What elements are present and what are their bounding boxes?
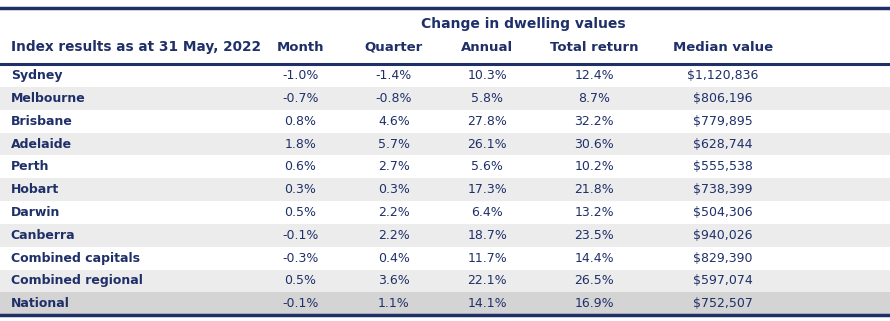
Text: -1.0%: -1.0% bbox=[282, 69, 319, 82]
Text: $940,026: $940,026 bbox=[693, 229, 753, 242]
Text: Median value: Median value bbox=[673, 41, 773, 54]
Text: 22.1%: 22.1% bbox=[467, 274, 507, 288]
Text: 3.6%: 3.6% bbox=[378, 274, 409, 288]
Text: Change in dwelling values: Change in dwelling values bbox=[421, 17, 625, 31]
Text: Canberra: Canberra bbox=[11, 229, 76, 242]
Text: 16.9%: 16.9% bbox=[574, 297, 614, 310]
Text: 21.8%: 21.8% bbox=[574, 183, 614, 196]
Bar bbox=[0, 292, 890, 315]
Text: -0.1%: -0.1% bbox=[282, 297, 319, 310]
Bar bbox=[0, 133, 890, 155]
Text: 26.5%: 26.5% bbox=[574, 274, 614, 288]
Text: 27.8%: 27.8% bbox=[467, 115, 507, 128]
Text: 0.5%: 0.5% bbox=[285, 206, 316, 219]
Text: 2.2%: 2.2% bbox=[378, 229, 409, 242]
Bar bbox=[0, 178, 890, 201]
Text: $829,390: $829,390 bbox=[693, 252, 753, 265]
Text: 0.6%: 0.6% bbox=[285, 160, 316, 173]
Text: Sydney: Sydney bbox=[11, 69, 62, 82]
Text: 12.4%: 12.4% bbox=[574, 69, 614, 82]
Bar bbox=[0, 270, 890, 292]
Text: $1,120,836: $1,120,836 bbox=[687, 69, 759, 82]
Text: Total return: Total return bbox=[550, 41, 638, 54]
Bar bbox=[0, 155, 890, 178]
Text: $504,306: $504,306 bbox=[693, 206, 753, 219]
Bar bbox=[0, 224, 890, 247]
Text: -0.8%: -0.8% bbox=[376, 92, 412, 105]
Bar bbox=[0, 8, 890, 64]
Text: 26.1%: 26.1% bbox=[467, 138, 507, 151]
Text: 18.7%: 18.7% bbox=[467, 229, 507, 242]
Text: 8.7%: 8.7% bbox=[578, 92, 610, 105]
Text: 10.2%: 10.2% bbox=[574, 160, 614, 173]
Text: Index results as at 31 May, 2022: Index results as at 31 May, 2022 bbox=[11, 40, 261, 54]
Text: 5.7%: 5.7% bbox=[378, 138, 409, 151]
Text: Adelaide: Adelaide bbox=[11, 138, 72, 151]
Text: -0.1%: -0.1% bbox=[282, 229, 319, 242]
Text: 32.2%: 32.2% bbox=[574, 115, 614, 128]
Text: 6.4%: 6.4% bbox=[472, 206, 503, 219]
Text: 5.8%: 5.8% bbox=[472, 92, 503, 105]
Bar bbox=[0, 247, 890, 270]
Text: 0.4%: 0.4% bbox=[378, 252, 409, 265]
Text: Combined capitals: Combined capitals bbox=[11, 252, 140, 265]
Text: $628,744: $628,744 bbox=[693, 138, 753, 151]
Text: 5.6%: 5.6% bbox=[472, 160, 503, 173]
Text: 30.6%: 30.6% bbox=[574, 138, 614, 151]
Text: 14.1%: 14.1% bbox=[467, 297, 507, 310]
Text: Combined regional: Combined regional bbox=[11, 274, 142, 288]
Text: 11.7%: 11.7% bbox=[467, 252, 507, 265]
Text: 17.3%: 17.3% bbox=[467, 183, 507, 196]
Text: -0.7%: -0.7% bbox=[282, 92, 319, 105]
Text: 1.8%: 1.8% bbox=[285, 138, 316, 151]
Text: 13.2%: 13.2% bbox=[574, 206, 614, 219]
Text: 14.4%: 14.4% bbox=[574, 252, 614, 265]
Text: $597,074: $597,074 bbox=[693, 274, 753, 288]
Text: 0.5%: 0.5% bbox=[285, 274, 316, 288]
Text: Melbourne: Melbourne bbox=[11, 92, 85, 105]
Text: $555,538: $555,538 bbox=[693, 160, 753, 173]
Text: 0.3%: 0.3% bbox=[285, 183, 316, 196]
Text: $738,399: $738,399 bbox=[693, 183, 753, 196]
Text: Quarter: Quarter bbox=[365, 41, 423, 54]
Text: 23.5%: 23.5% bbox=[574, 229, 614, 242]
Text: 2.2%: 2.2% bbox=[378, 206, 409, 219]
Bar bbox=[0, 64, 890, 87]
Text: Hobart: Hobart bbox=[11, 183, 59, 196]
Text: 1.1%: 1.1% bbox=[378, 297, 409, 310]
Bar bbox=[0, 201, 890, 224]
Text: 10.3%: 10.3% bbox=[467, 69, 507, 82]
Text: Annual: Annual bbox=[461, 41, 514, 54]
Bar bbox=[0, 110, 890, 133]
Text: Darwin: Darwin bbox=[11, 206, 60, 219]
Text: Perth: Perth bbox=[11, 160, 49, 173]
Bar bbox=[0, 87, 890, 110]
Text: -1.4%: -1.4% bbox=[376, 69, 412, 82]
Text: $806,196: $806,196 bbox=[693, 92, 753, 105]
Text: $779,895: $779,895 bbox=[693, 115, 753, 128]
Text: 2.7%: 2.7% bbox=[378, 160, 409, 173]
Text: 4.6%: 4.6% bbox=[378, 115, 409, 128]
Text: $752,507: $752,507 bbox=[693, 297, 753, 310]
Text: Brisbane: Brisbane bbox=[11, 115, 73, 128]
Text: 0.8%: 0.8% bbox=[285, 115, 316, 128]
Text: 0.3%: 0.3% bbox=[378, 183, 409, 196]
Text: National: National bbox=[11, 297, 69, 310]
Text: -0.3%: -0.3% bbox=[282, 252, 319, 265]
Text: Month: Month bbox=[277, 41, 324, 54]
